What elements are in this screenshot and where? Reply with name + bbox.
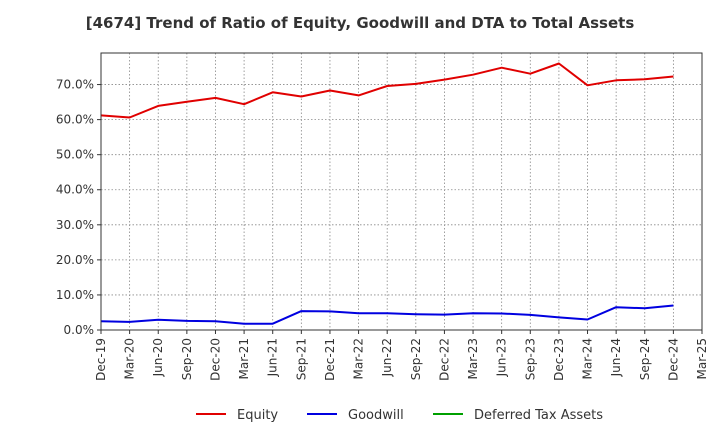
y-tick-label: 40.0% [56, 183, 94, 197]
x-tick-label: Sep-20 [180, 338, 194, 380]
x-tick-label: Mar-24 [581, 338, 595, 379]
chart-title: [4674] Trend of Ratio of Equity, Goodwil… [85, 14, 635, 32]
series-lines [100, 62, 674, 325]
x-tick-label: Mar-20 [123, 338, 137, 379]
x-tick-label: Jun-24 [609, 338, 623, 377]
y-tick-label: 20.0% [56, 253, 94, 267]
x-tick-label: Mar-23 [466, 338, 480, 379]
y-tick-label: 60.0% [56, 113, 94, 127]
x-tick-label: Mar-22 [352, 338, 366, 379]
legend-label: Deferred Tax Assets [474, 408, 603, 423]
x-tick-label: Jun-20 [151, 338, 165, 377]
x-tick-label: Mar-25 [695, 338, 709, 379]
axis-labels: Dec-19 Mar-20 Jun-20 Sep-20 Dec-20 Mar-21 Jun-… [56, 78, 709, 381]
y-tick-label: 10.0% [56, 288, 94, 302]
x-tick-label: Dec-22 [437, 338, 451, 381]
x-tick-label: Jun-21 [266, 338, 280, 377]
x-tick-label: Dec-19 [94, 338, 108, 381]
y-tick-label: 50.0% [56, 148, 94, 162]
x-tick-label: Sep-24 [638, 338, 652, 380]
series-line-goodwill [100, 304, 674, 325]
y-tick-label: 70.0% [56, 78, 94, 92]
grid-lines [101, 53, 702, 330]
x-tick-label: Jun-23 [495, 338, 509, 377]
x-tick-label: Jun-22 [380, 338, 394, 377]
x-tick-label: Sep-23 [523, 338, 537, 380]
y-tick-label: 0.0% [64, 323, 95, 337]
x-tick-label: Dec-24 [666, 338, 680, 381]
legend: Equity Goodwill Deferred Tax Assets [196, 408, 603, 423]
x-tick-label: Dec-20 [208, 338, 222, 381]
series-line-equity [100, 62, 674, 119]
x-tick-label: Dec-23 [552, 338, 566, 381]
legend-label: Equity [237, 408, 278, 423]
x-tick-label: Sep-22 [409, 338, 423, 380]
x-tick-label: Dec-21 [323, 338, 337, 381]
legend-label: Goodwill [348, 408, 404, 423]
plot-frame [100, 52, 703, 331]
x-tick-label: Sep-21 [294, 338, 308, 380]
y-tick-label: 30.0% [56, 218, 94, 232]
x-tick-label: Mar-21 [237, 338, 251, 379]
